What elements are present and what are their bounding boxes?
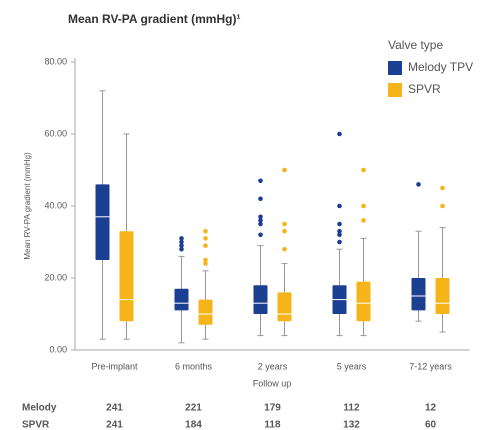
count: 112 [343,403,360,414]
box [356,281,371,322]
count: 221 [185,403,202,414]
legend-label: Melody TPV [408,60,473,74]
count: 241 [106,403,123,414]
y-tick-label: 20.00 [44,272,67,282]
outlier [440,185,445,191]
count: 132 [343,420,360,430]
count: 179 [264,403,281,414]
outlier [361,167,366,173]
box [253,285,268,314]
outlier [203,257,208,263]
count: 60 [425,420,437,430]
outlier [337,203,342,209]
outlier [203,261,208,266]
outlier [258,221,263,227]
legend-swatch [388,61,402,75]
chart-title: Mean RV-PA gradient (mmHg)¹ [68,12,240,26]
x-tick-label: Pre-implant [91,361,138,371]
x-tick-label: 5 years [337,361,367,371]
outlier [203,243,208,248]
count: 12 [425,403,437,414]
outlier [337,221,342,227]
outlier [203,228,208,234]
outlier [258,196,263,202]
outlier [337,239,342,245]
outlier [282,167,287,173]
outlier [179,239,184,245]
outlier [258,214,263,220]
x-tick-label: 6 months [175,361,213,371]
x-axis-label: Follow up [253,378,292,388]
box [277,292,292,322]
box [174,288,189,311]
count: 241 [106,420,123,430]
outlier [258,178,263,184]
outlier [203,236,208,241]
outlier [282,246,287,252]
box [435,278,450,314]
outlier [179,236,184,241]
y-axis-label: Mean RV-PA gradient (mmHg) [23,152,32,260]
y-tick-label: 80.00 [44,56,67,66]
y-tick-label: 60.00 [44,128,67,138]
outlier [416,182,421,187]
outlier [337,131,342,137]
outlier [440,203,445,209]
outlier [337,228,342,234]
count: 184 [185,420,202,430]
box [198,299,213,325]
y-tick-label: 40.00 [44,200,67,210]
outlier [337,232,342,238]
legend-label: SPVR [408,82,441,96]
x-tick-label: 2 years [258,361,288,371]
outlier [179,243,184,248]
count-row-label: Melody [22,403,57,414]
outlier [361,218,366,223]
box [411,278,426,311]
outlier [361,203,366,209]
box [119,231,134,322]
outlier [258,232,263,238]
outlier [282,221,287,227]
count: 118 [264,420,281,430]
outlier [179,246,184,252]
outlier [258,218,263,223]
x-tick-label: 7-12 years [409,361,452,371]
count-row-label: SPVR [22,420,50,430]
y-tick-label: 0.00 [49,344,67,354]
legend-swatch [388,83,402,97]
outlier [282,228,287,234]
legend-title: Valve type [388,38,443,52]
box [95,184,110,260]
